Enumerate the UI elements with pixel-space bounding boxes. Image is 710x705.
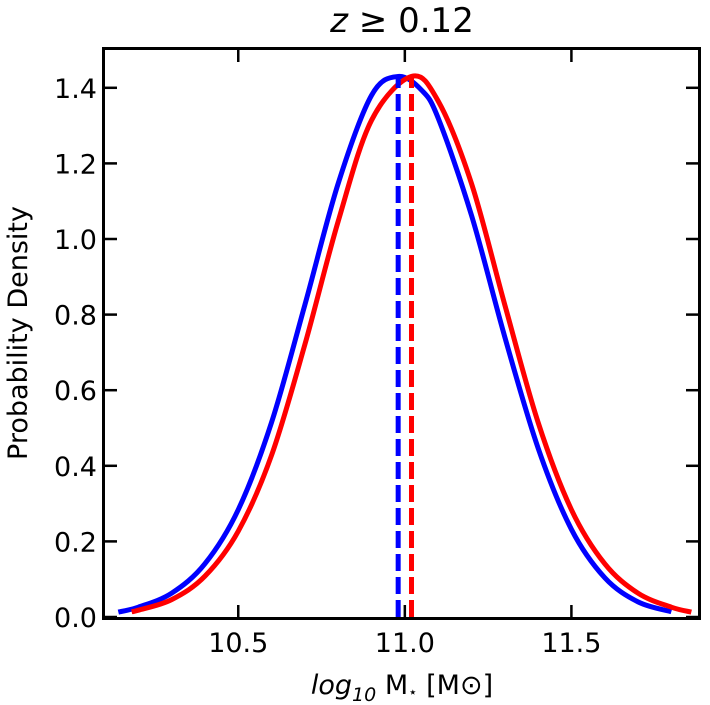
y-tick-label: 1.4 [54,74,97,105]
series-layer [117,73,692,615]
x-axis-title: log10 M⋆ [M⊙] [311,670,493,705]
chart-title: z ≥ 0.12 [329,1,474,41]
y-tick-label: 0.0 [54,603,97,634]
y-tick-label: 0.2 [54,527,97,558]
plot-frame [102,47,701,620]
y-tick-label: 0.8 [54,301,97,332]
y-axis-title: Probability Density [3,206,34,460]
series-line-red [131,73,692,615]
series-line-blue [117,73,673,615]
x-tick-label: 10.5 [208,628,268,659]
x-tick-label: 11.5 [541,628,601,659]
x-tick-label: 11.0 [375,628,435,659]
y-tick-label: 0.6 [54,376,97,407]
y-tick-label: 1.2 [54,149,97,180]
tick-layer: 10.5 11.0 11.5 0.0 0.2 0.4 0.6 0.8 1.0 1.2 1.4 [54,50,698,659]
marker-layer [395,76,414,617]
y-tick-label: 0.4 [54,452,97,483]
y-tick-label: 1.0 [54,225,97,256]
